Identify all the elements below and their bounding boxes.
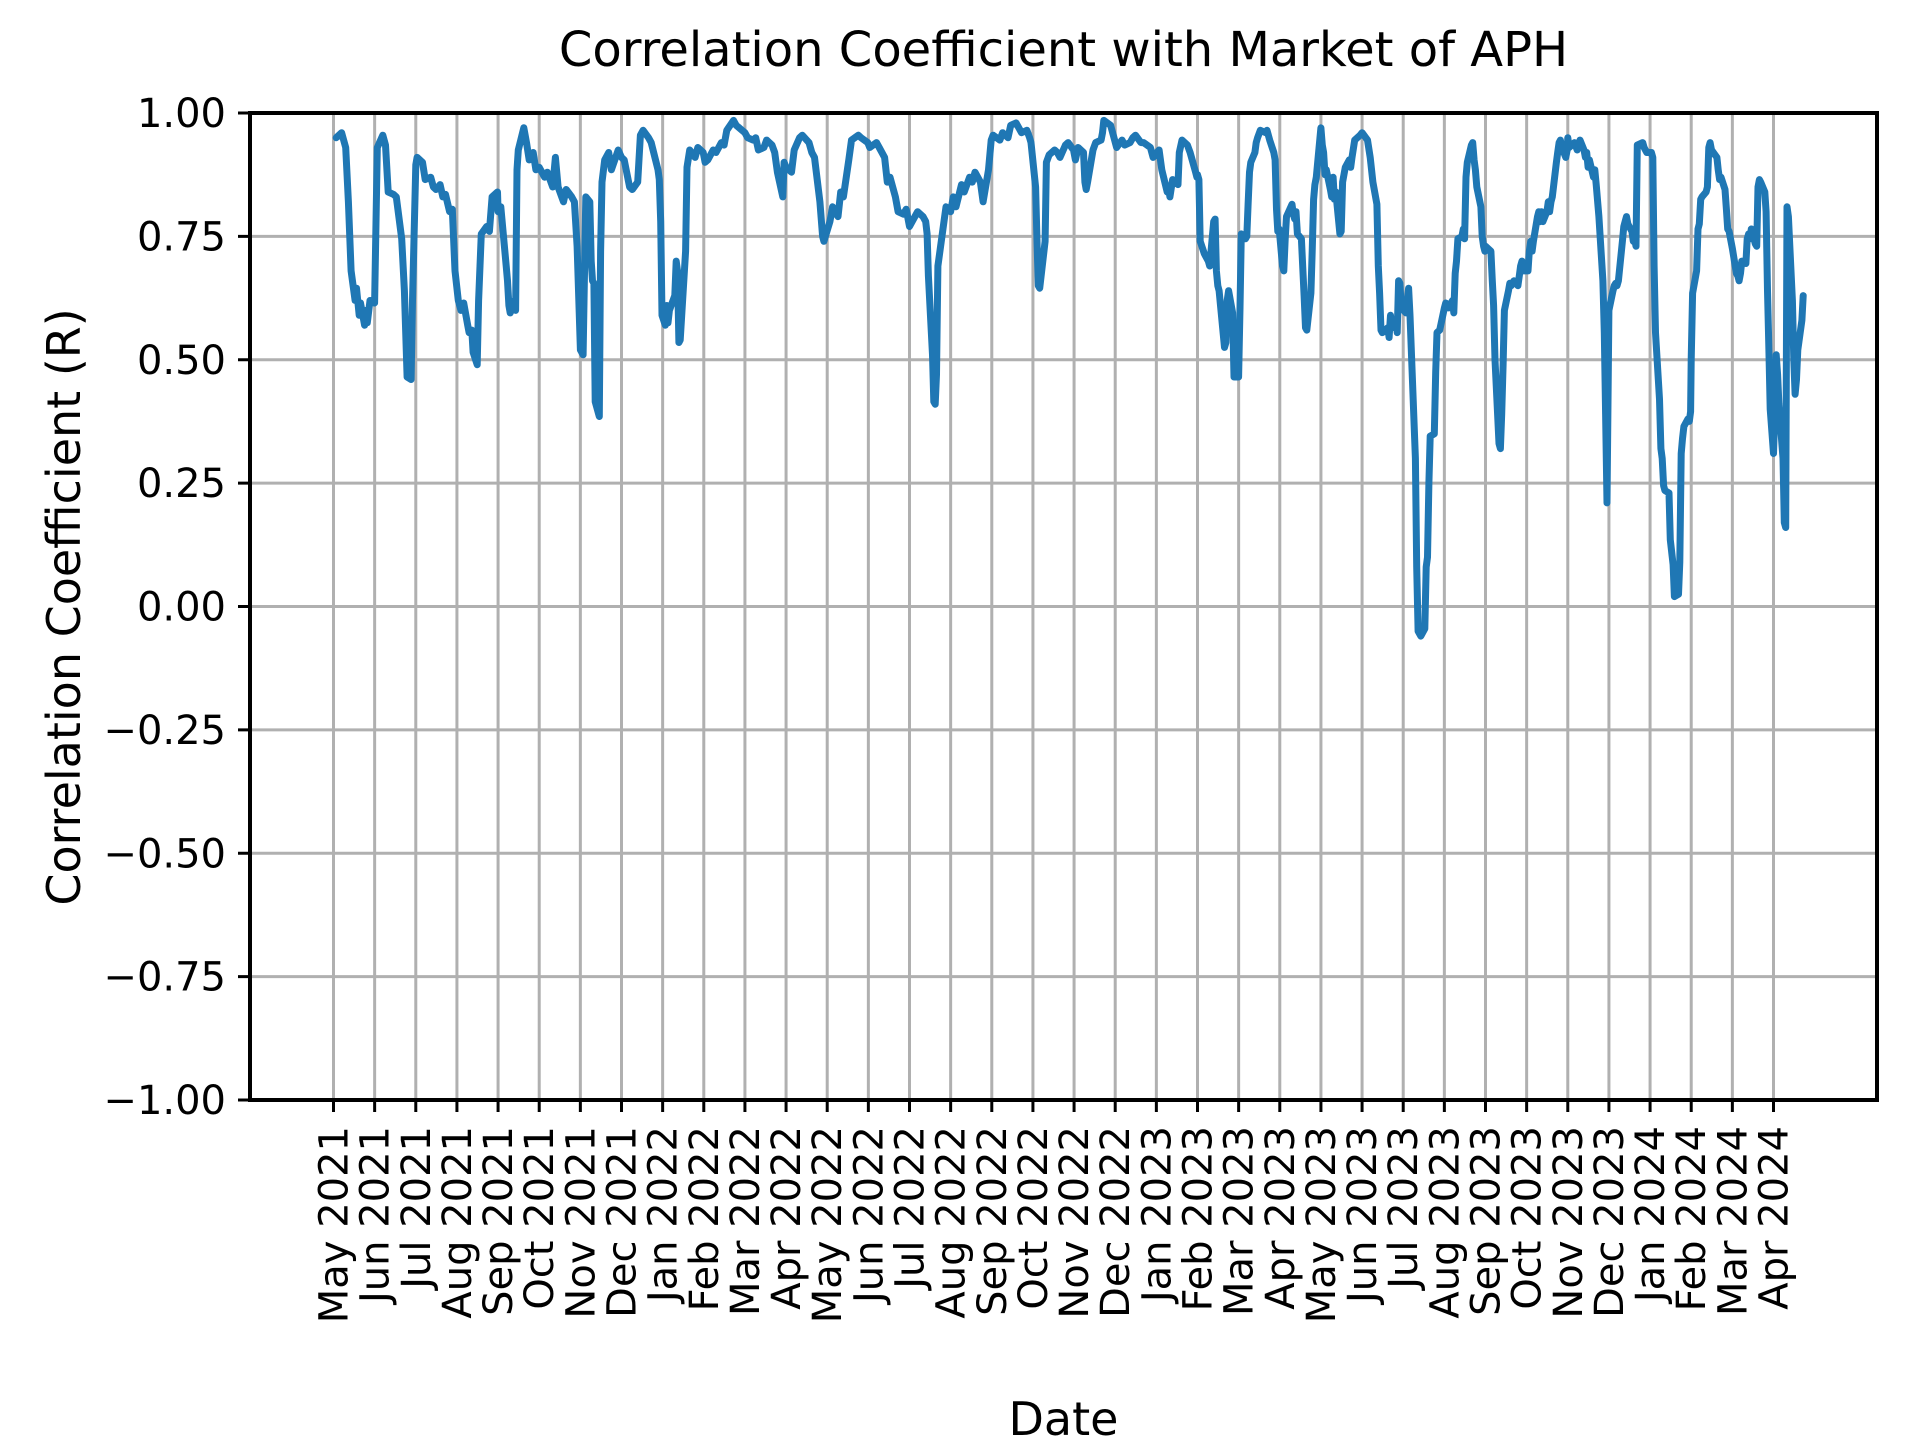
x-tick-label: Feb 2023 — [1176, 1126, 1222, 1311]
x-tick-label: Mar 2024 — [1710, 1126, 1756, 1316]
gridlines — [250, 111, 1877, 1102]
x-tick-label: Sep 2021 — [476, 1126, 522, 1316]
x-tick-label: May 2023 — [1299, 1126, 1345, 1323]
x-tick-label: Aug 2023 — [1422, 1126, 1468, 1319]
data-line — [332, 116, 1807, 640]
x-tick-label: Dec 2021 — [600, 1126, 646, 1318]
x-tick-label: Jul 2022 — [888, 1126, 934, 1292]
x-tick-label: Jan 2024 — [1628, 1126, 1674, 1305]
x-tick-label: May 2022 — [805, 1126, 851, 1323]
x-tick-label: Mar 2023 — [1217, 1126, 1263, 1316]
y-tick-label: 1.00 — [137, 91, 226, 137]
x-tick-label: Oct 2023 — [1505, 1126, 1551, 1310]
x-tick-label: Oct 2021 — [517, 1126, 563, 1310]
x-tick-label: Jul 2021 — [394, 1126, 440, 1292]
x-tick-label: Dec 2022 — [1093, 1126, 1139, 1318]
x-tick-label: May 2021 — [312, 1126, 358, 1323]
y-tick-label: −1.00 — [103, 1078, 226, 1124]
x-tick-label: Aug 2022 — [929, 1126, 975, 1319]
x-tick-label: Sep 2023 — [1464, 1126, 1510, 1316]
x-tick-label: Feb 2024 — [1669, 1126, 1715, 1311]
y-tick-label: −0.25 — [103, 708, 226, 754]
x-tick-label: Dec 2023 — [1587, 1126, 1633, 1318]
y-tick-label: 0.00 — [137, 585, 226, 631]
x-tick-label: Oct 2022 — [1011, 1126, 1057, 1310]
y-tick-label: 0.75 — [137, 214, 226, 260]
x-tick-label: Nov 2022 — [1052, 1126, 1098, 1319]
x-tick-label: Apr 2022 — [764, 1126, 810, 1310]
x-tick-label: Sep 2022 — [970, 1126, 1016, 1316]
x-tick-label: Nov 2023 — [1546, 1126, 1592, 1319]
x-tick-label: Mar 2022 — [723, 1126, 769, 1316]
x-tick-label: Jan 2023 — [1134, 1126, 1180, 1305]
x-tick-label: Jan 2022 — [641, 1126, 687, 1305]
x-tick-label: Jun 2023 — [1340, 1126, 1386, 1306]
x-tick-label: Apr 2024 — [1752, 1126, 1798, 1310]
y-tick-label: −0.75 — [103, 955, 226, 1001]
y-tick-label: −0.50 — [103, 831, 226, 877]
x-tick-label: Aug 2021 — [435, 1126, 481, 1319]
x-tick-label: Feb 2022 — [682, 1126, 728, 1311]
x-tick-label: Jun 2021 — [353, 1126, 399, 1306]
x-tick-label: Jul 2023 — [1381, 1126, 1427, 1292]
x-axis-label: Date — [1008, 1392, 1119, 1440]
y-tick-label: 0.25 — [137, 461, 226, 507]
y-tick-label: 0.50 — [137, 338, 226, 384]
x-tick-label: Jun 2022 — [846, 1126, 892, 1306]
x-tick-label: Nov 2021 — [558, 1126, 604, 1319]
x-tick-label: Apr 2023 — [1258, 1126, 1304, 1310]
chart-title: Correlation Coefficient with Market of A… — [558, 22, 1569, 78]
